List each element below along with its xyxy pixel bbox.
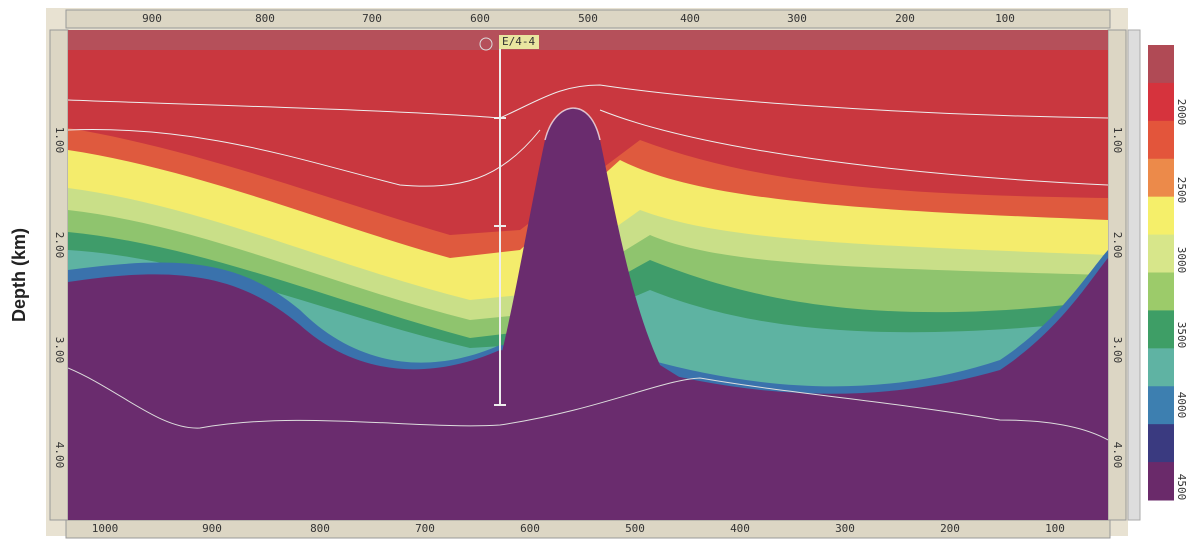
colorbar: 2000 2500 3000 3500 4000 4500 [1148, 45, 1188, 501]
left-depth-tick-label: 4.00 [53, 442, 66, 469]
top-tick-label: 100 [995, 12, 1015, 25]
bottom-tick-label: 100 [1045, 522, 1065, 535]
top-tick-label: 500 [578, 12, 598, 25]
colorbar-tick-label: 2500 [1175, 177, 1188, 204]
bottom-tick-label: 600 [520, 522, 540, 535]
figure: E/4-4 Depth (km) 2000 2500 3000 3500 4000 450… [0, 0, 1188, 540]
bottom-tick-label: 300 [835, 522, 855, 535]
top-tick-label: 900 [142, 12, 162, 25]
velocity-section [68, 30, 1108, 520]
bottom-tick-label: 400 [730, 522, 750, 535]
depth-axis-title: Depth (km) [9, 228, 29, 322]
well-label: E/4-4 [502, 35, 535, 48]
top-tick-label: 400 [680, 12, 700, 25]
top-tick-label: 200 [895, 12, 915, 25]
colorbar-swatch [1148, 310, 1174, 348]
colorbar-swatch [1148, 386, 1174, 424]
bottom-tick-label: 800 [310, 522, 330, 535]
top-tick-label: 600 [470, 12, 490, 25]
colorbar-swatch [1148, 235, 1174, 273]
colorbar-swatch [1148, 462, 1174, 500]
bottom-tick-label: 200 [940, 522, 960, 535]
right-depth-tick-label: 3.00 [1111, 337, 1124, 364]
bottom-tick-label: 500 [625, 522, 645, 535]
left-depth-tick-label: 1.00 [53, 127, 66, 154]
bottom-tick-label: 900 [202, 522, 222, 535]
right-depth-tick-label: 1.00 [1111, 127, 1124, 154]
left-depth-tick-label: 3.00 [53, 337, 66, 364]
right-depth-tick-label: 4.00 [1111, 442, 1124, 469]
colorbar-tick-label: 4000 [1175, 392, 1188, 419]
colorbar-swatch [1148, 348, 1174, 386]
bottom-tick-label: 1000 [92, 522, 119, 535]
right-depth-tick-label: 2.00 [1111, 232, 1124, 259]
colorbar-swatch [1148, 83, 1174, 121]
colorbar-swatch [1148, 273, 1174, 311]
top-tick-label: 300 [787, 12, 807, 25]
bottom-tick-label: 700 [415, 522, 435, 535]
top-tick-label: 800 [255, 12, 275, 25]
colorbar-swatch [1148, 197, 1174, 235]
colorbar-tick-label: 3500 [1175, 322, 1188, 349]
left-depth-tick-label: 2.00 [53, 232, 66, 259]
scrollbar [1128, 30, 1140, 520]
colorbar-swatch [1148, 159, 1174, 197]
colorbar-swatch [1148, 121, 1174, 159]
layer [68, 30, 1108, 50]
colorbar-swatch [1148, 424, 1174, 462]
colorbar-tick-label: 2000 [1175, 99, 1188, 126]
colorbar-tick-label: 3000 [1175, 247, 1188, 274]
colorbar-swatch [1148, 45, 1174, 83]
top-tick-label: 700 [362, 12, 382, 25]
colorbar-tick-label: 4500 [1175, 474, 1188, 501]
